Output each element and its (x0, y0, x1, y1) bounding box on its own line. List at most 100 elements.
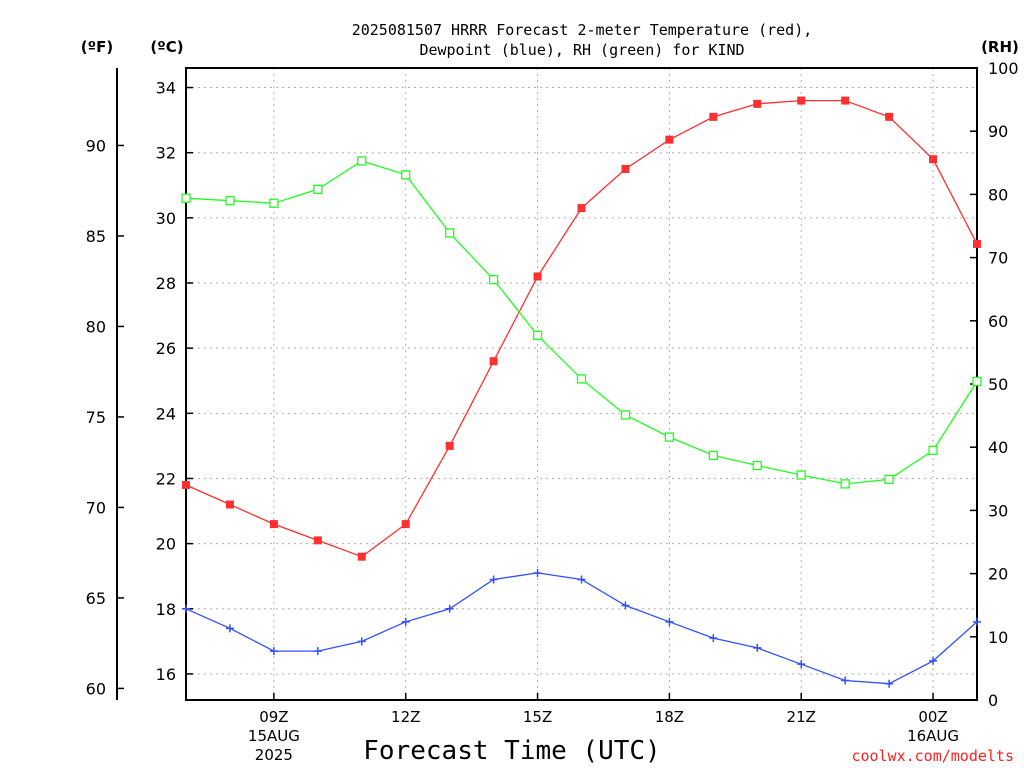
fahrenheit-tick-label: 65 (86, 589, 106, 608)
rh-tick-label: 90 (988, 122, 1008, 141)
dewpoint-point (313, 647, 322, 656)
celsius-tick-label: 16 (156, 665, 176, 684)
celsius-unit-label: (ºC) (150, 38, 183, 56)
temperature-line (185, 99, 978, 558)
celsius-tick-label: 22 (156, 469, 176, 488)
dewpoint-point (929, 656, 938, 665)
x-tick-label: 18Z (655, 708, 684, 726)
dewpoint-point (533, 568, 542, 577)
rh-point (928, 445, 938, 456)
x-tick-label: 00Z (918, 708, 947, 726)
fahrenheit-tick-label: 85 (86, 227, 106, 246)
dewpoint-point (401, 617, 410, 626)
temperature-point (665, 135, 674, 144)
fahrenheit-tick-label: 80 (86, 317, 106, 336)
fahrenheit-unit-label: (ºF) (81, 38, 113, 56)
dewpoint-point (269, 647, 278, 656)
rh-point (313, 184, 323, 194)
rh-tick-label: 0 (988, 691, 998, 710)
dewpoint-point (885, 679, 894, 688)
rh-point (488, 275, 499, 285)
dewpoint-line (185, 572, 978, 685)
x-tick-label: 2025 (255, 746, 293, 764)
temperature-point (973, 239, 981, 248)
rh-tick-label: 20 (988, 565, 1008, 584)
dewpoint-point (841, 676, 850, 685)
dewpoint-point (753, 643, 762, 652)
temperature-point (753, 99, 762, 108)
x-tick-label: 21Z (787, 708, 816, 726)
rh-point (225, 196, 235, 206)
x-tick-label: 12Z (391, 708, 420, 726)
temperature-point (533, 272, 542, 281)
temperature-point (577, 204, 586, 213)
temperature-point (445, 441, 454, 450)
rh-point (708, 450, 718, 461)
x-tick-label: 15Z (523, 708, 552, 726)
series-layer (181, 96, 982, 688)
temperature-point (489, 357, 498, 366)
rh-tick-label: 50 (988, 375, 1008, 394)
rh-point (620, 410, 631, 420)
axis-layer (116, 67, 978, 701)
rh-point (181, 193, 191, 203)
rh-point (357, 156, 367, 166)
celsius-tick-label: 24 (156, 404, 176, 423)
fahrenheit-tick-label: 60 (86, 679, 106, 698)
x-tick-label: 16AUG (907, 727, 959, 745)
temperature-point (621, 164, 630, 173)
rh-tick-label: 30 (988, 501, 1008, 520)
temperature-point (225, 500, 234, 509)
x-tick-label: 09Z (259, 708, 288, 726)
rh-tick-label: 60 (988, 312, 1008, 331)
dewpoint-point (445, 604, 454, 613)
rh-point (664, 432, 675, 442)
rh-point (840, 479, 850, 489)
temperature-point (709, 112, 718, 121)
fahrenheit-tick-label: 90 (86, 136, 106, 155)
rh-point (796, 470, 806, 480)
temperature-point (401, 520, 410, 529)
temperature-point (797, 96, 806, 105)
temperature-point (885, 112, 894, 121)
dewpoint-point (973, 617, 981, 626)
dewpoint-point (225, 624, 234, 633)
rh-tick-label: 80 (988, 185, 1008, 204)
dewpoint-point (665, 617, 674, 626)
rh-point (972, 376, 982, 387)
chart-title-line-2: Dewpoint (blue), RH (green) for KIND (419, 41, 744, 59)
rh-unit-label: (RH) (981, 38, 1019, 56)
celsius-tick-label: 18 (156, 600, 176, 619)
celsius-tick-label: 34 (156, 79, 176, 98)
chart-title-line-1: 2025081507 HRRR Forecast 2-meter Tempera… (352, 21, 813, 39)
rh-point (884, 474, 894, 485)
rh-tick-label: 10 (988, 628, 1008, 647)
rh-point (269, 198, 279, 208)
rh-point (532, 330, 543, 340)
rh-tick-label: 70 (988, 249, 1008, 268)
temperature-point (357, 552, 366, 561)
x-axis-title: Forecast Time (UTC) (363, 736, 660, 766)
grid-layer (186, 68, 977, 700)
celsius-tick-label: 28 (156, 274, 176, 293)
temperature-point (313, 536, 322, 545)
rh-tick-label: 40 (988, 438, 1008, 457)
rh-point (576, 374, 587, 384)
celsius-tick-label: 26 (156, 339, 176, 358)
credit-text: coolwx.com/modelts (851, 747, 1014, 765)
rh-tick-label: 100 (988, 59, 1019, 78)
dewpoint-point (709, 634, 718, 643)
fahrenheit-tick-label: 70 (86, 498, 106, 517)
dewpoint-point (621, 601, 630, 610)
rh-point (445, 228, 455, 238)
dewpoint-point (797, 660, 806, 669)
dewpoint-point (357, 637, 366, 646)
celsius-tick-label: 30 (156, 209, 176, 228)
celsius-tick-label: 20 (156, 535, 176, 554)
temperature-point (182, 480, 190, 489)
fahrenheit-tick-label: 75 (86, 408, 106, 427)
rh-point (752, 460, 762, 471)
x-tick-label: 15AUG (248, 727, 300, 745)
dewpoint-point (577, 575, 586, 584)
